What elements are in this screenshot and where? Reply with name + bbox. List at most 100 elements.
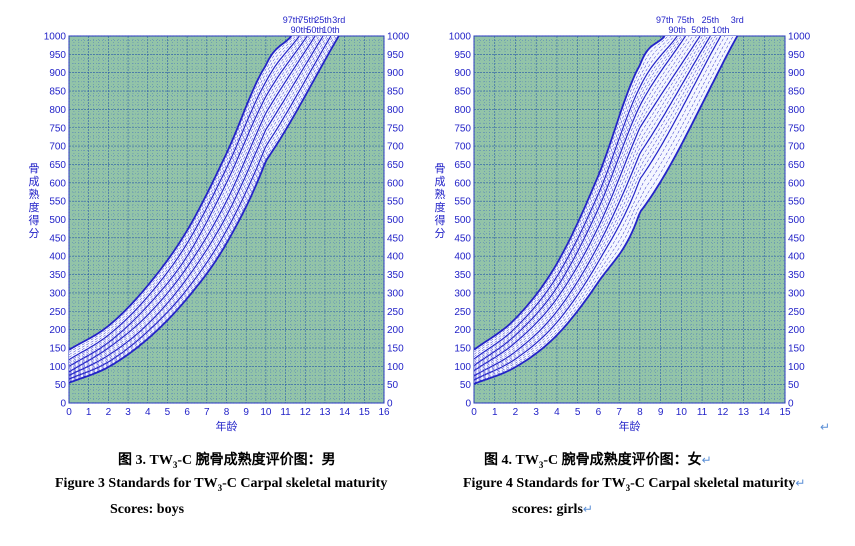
y-tick-label-left: 1000 [449,32,472,43]
y-tick-label-left: 750 [454,123,471,134]
y-tick-label-right: 450 [387,233,404,244]
hatch-line [68,35,306,365]
hatch-line [473,35,726,382]
hatch-line [68,35,312,370]
girls-caption-cn: 图 4. TW3-C 腕骨成熟度评价图：女↵ [484,453,712,470]
y-tick-label-left: 150 [49,343,66,354]
hatch-line [68,35,328,378]
y-tick-label-right: 350 [387,270,404,281]
y-axis-label-char: 度 [29,200,40,214]
y-tick-label-right: 100 [387,362,404,373]
y-tick-label-left: 300 [454,288,471,299]
y-tick-label-right: 400 [387,252,404,263]
boys-caption-en-line1: Figure 3 Standards for TW3-C Carpal skel… [55,476,388,493]
y-tick-label-right: 150 [387,343,404,354]
x-tick-label: 12 [717,407,729,418]
y-tick-label-left: 550 [49,197,66,208]
y-tick-label-left: 550 [454,197,471,208]
y-tick-label-left: 700 [454,142,471,153]
y-axis-label-char: 成 [435,175,446,188]
hatch-line [68,35,326,377]
y-tick-label-right: 250 [788,307,805,318]
x-tick-label: 4 [554,407,560,418]
x-tick-label: 1 [492,407,498,418]
y-tick-label-right: 50 [788,380,800,391]
series-line-25th [473,35,711,377]
x-tick-label: 9 [658,407,664,418]
y-axis-label-char: 熟 [435,187,446,201]
x-tick-label: 6 [184,407,190,418]
hatch-line [473,35,719,380]
return-mark-icon: ↵ [701,453,712,467]
x-tick-label: 7 [616,407,622,418]
y-tick-label-right: 900 [387,68,404,79]
hatch-line [68,35,322,375]
hatch-line [473,35,690,368]
hatch-line [473,35,730,383]
x-tick-label: 4 [145,407,151,418]
y-tick-label-left: 100 [49,362,66,373]
x-tick-label: 12 [300,407,312,418]
hatch-line [473,35,682,363]
y-tick-label-left: 900 [454,68,471,79]
y-tick-label-right: 750 [387,123,404,134]
x-tick-label: 2 [513,407,519,418]
y-tick-label-left: 200 [454,325,471,336]
y-tick-label-right: 500 [788,215,805,226]
y-tick-label-left: 450 [454,233,471,244]
y-tick-label-left: 250 [49,307,66,318]
girls-caption-en-line1: Figure 4 Standards for TW3-C Carpal skel… [463,476,806,493]
y-tick-label-right: 50 [387,380,399,391]
percentile-label: 3rd [731,15,744,25]
x-tick-label: 15 [359,407,371,418]
grid [473,35,786,404]
hatch-line [473,35,703,373]
percentile-label: 90th [668,25,686,35]
y-tick-label-right: 250 [387,307,404,318]
y-axis-label-char: 骨 [29,162,40,175]
hatch-line [473,35,709,375]
hatch-line [68,35,334,381]
x-tick-label: 3 [533,407,539,418]
x-axis-label: 年龄 [216,419,238,433]
y-tick-label-right: 650 [788,160,805,171]
y-tick-label-right: 650 [387,160,404,171]
hatch-line [68,35,310,368]
y-axis-label-char: 度 [435,200,446,214]
y-tick-label-right: 900 [788,68,805,79]
series-line-97th [68,35,293,351]
y-tick-label-right: 600 [788,178,805,189]
x-tick-label: 8 [224,407,230,418]
y-axis-label-char: 分 [29,227,40,240]
y-tick-label-right: 700 [387,142,404,153]
y-tick-label-left: 350 [49,270,66,281]
hatch-line [68,35,336,382]
y-tick-label-right: 0 [788,399,794,410]
x-tick-label: 16 [378,407,390,418]
series-line-10th [68,35,332,380]
percentile-label: 25th [702,15,720,25]
y-tick-label-left: 400 [454,252,471,263]
series-line-50th [68,35,316,373]
hatch-line [473,35,672,355]
y-tick-label-right: 300 [387,288,404,299]
hatch-line [68,35,298,358]
hatch-line [473,35,680,361]
series-line-3rd [473,35,739,385]
percentile-label: 3rd [332,15,345,25]
x-tick-label: 14 [759,407,771,418]
y-tick-label-left: 650 [49,160,66,171]
percentile-label: 50th [691,25,709,35]
y-tick-label-left: 600 [454,178,471,189]
hatch-line [473,35,675,357]
y-tick-label-right: 550 [788,197,805,208]
x-tick-label: 2 [106,407,112,418]
girls-caption-en-line2: scores: girls↵ [512,502,593,517]
y-tick-label-left: 300 [49,288,66,299]
percentile-label: 90th [291,25,309,35]
hatch-line [68,35,314,371]
x-tick-label: 13 [738,407,750,418]
x-axis-label: 年龄 [619,419,641,433]
y-tick-label-right: 950 [387,50,404,61]
hatch-line [68,35,318,373]
